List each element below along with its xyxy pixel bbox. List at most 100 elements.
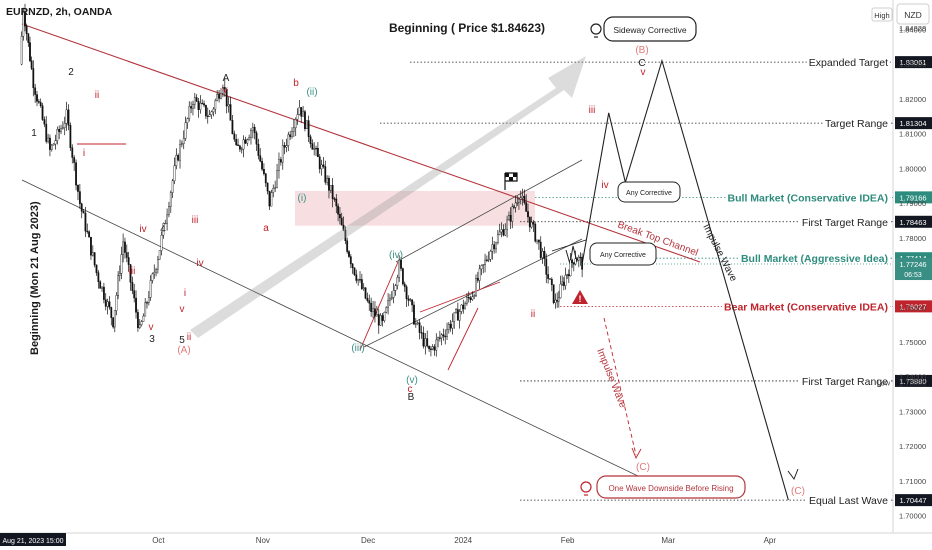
- candle-body: [579, 256, 582, 259]
- candle-body: [88, 231, 91, 238]
- candle-body: [433, 346, 436, 351]
- candle-body: [291, 131, 293, 137]
- beginning-title: Beginning ( Price $1.84623): [389, 21, 545, 35]
- candle-body: [231, 120, 234, 135]
- any-corrective-callout-2[interactable]: Any Corrective: [589, 242, 657, 266]
- candle-body: [353, 267, 356, 275]
- candle-body: [168, 206, 170, 216]
- price-tick: 1.72000: [899, 442, 926, 451]
- candle-body: [305, 120, 308, 130]
- price-tick: 1.83000: [899, 60, 926, 69]
- candle-body: [242, 139, 245, 150]
- candle-body: [543, 251, 546, 260]
- candle-body: [37, 101, 40, 103]
- wave-label: 4: [160, 224, 166, 235]
- level-price-text: 1.78463: [899, 218, 926, 227]
- candle-body: [67, 109, 70, 126]
- level-label-bg: [799, 215, 891, 230]
- candle-body: [462, 304, 465, 310]
- level-label-bg: [722, 300, 890, 315]
- candle-body: [155, 268, 157, 273]
- candle-body: [177, 155, 180, 161]
- candle-body: [392, 290, 395, 298]
- level-price-text: 1.83061: [899, 58, 926, 67]
- candle-body: [193, 97, 196, 105]
- wave-label: 5: [179, 335, 185, 346]
- candle-body: [195, 97, 198, 102]
- candle-body: [514, 202, 517, 208]
- start-date-badge: Aug 21, 2023 15:00: [0, 533, 66, 546]
- wedge-line-2: [419, 281, 501, 313]
- candle-body: [309, 136, 312, 144]
- start-date-label: Aug 21, 2023 15:00: [2, 538, 63, 545]
- candle-body: [451, 321, 454, 329]
- level-price-text: 1.73880: [899, 377, 926, 386]
- wave-label: B: [408, 392, 415, 403]
- candle-body: [559, 283, 562, 299]
- level-price-tag: [895, 494, 932, 507]
- candle-body: [335, 198, 338, 207]
- candle-body: [348, 251, 350, 257]
- candle-body: [549, 278, 551, 280]
- candle-body: [302, 111, 304, 117]
- bear-projection-arrowhead: [631, 447, 642, 460]
- candle-body: [539, 241, 542, 258]
- candle-body: [199, 102, 202, 110]
- wave-label: ii: [531, 309, 535, 320]
- candle-body: [197, 101, 200, 110]
- candle-body: [237, 144, 239, 147]
- currency-label: NZD: [904, 10, 921, 20]
- price-tick: 1.71000: [899, 477, 926, 486]
- candle-body: [32, 68, 35, 89]
- candle-body: [331, 185, 334, 199]
- candle-body: [95, 264, 98, 273]
- candle-body: [464, 303, 467, 310]
- candle-body: [403, 283, 406, 287]
- candle-body: [84, 212, 87, 232]
- candle-body: [504, 229, 507, 236]
- candle-body: [329, 185, 332, 191]
- candle-body: [20, 36, 23, 65]
- wave-label: (B): [635, 45, 648, 56]
- level-price-text: 1.81304: [899, 119, 926, 128]
- wave-label: 2: [68, 67, 74, 78]
- sideway-corrective-callout[interactable]: Sideway Corrective: [603, 16, 697, 42]
- candle-body: [550, 279, 553, 285]
- level-price-tag: [895, 374, 932, 387]
- candle-body: [414, 323, 417, 325]
- candle-body: [270, 192, 273, 207]
- candle-body: [569, 259, 572, 277]
- one-wave-callout[interactable]: One Wave Downside Before Rising: [596, 475, 746, 499]
- candle-body: [577, 256, 580, 261]
- candle-body: [122, 241, 125, 255]
- candle-body: [394, 285, 397, 291]
- candle-body: [281, 145, 284, 163]
- level-price-tag: [895, 215, 932, 228]
- flag-pattern-icon: [505, 173, 517, 181]
- wave-label: 1: [31, 128, 37, 139]
- currency-button[interactable]: NZD: [896, 3, 930, 25]
- any-corrective-callout-1[interactable]: Any Corrective: [617, 181, 681, 203]
- time-tick: Dec: [361, 536, 375, 545]
- candle-body: [225, 88, 228, 107]
- any-corrective-text-1: Any Corrective: [626, 190, 672, 197]
- candle-body: [581, 257, 584, 270]
- candle-body: [521, 195, 524, 198]
- candle-body: [144, 302, 147, 317]
- high-low-toggle[interactable]: High: [871, 7, 893, 22]
- candle-body: [229, 104, 232, 121]
- plot-area[interactable]: [0, 0, 893, 533]
- candle-body: [268, 190, 271, 207]
- projection-arrowhead: [787, 468, 799, 481]
- candle-body: [447, 324, 450, 330]
- candle-body: [387, 299, 389, 308]
- candle-body: [104, 299, 107, 307]
- candle-body: [171, 180, 174, 193]
- candle-body: [344, 229, 347, 242]
- candle-body: [250, 130, 252, 138]
- candle-body: [485, 259, 488, 261]
- candle-body: [389, 298, 391, 301]
- candle-body: [471, 296, 474, 300]
- level-label: First Target Range: [802, 217, 888, 229]
